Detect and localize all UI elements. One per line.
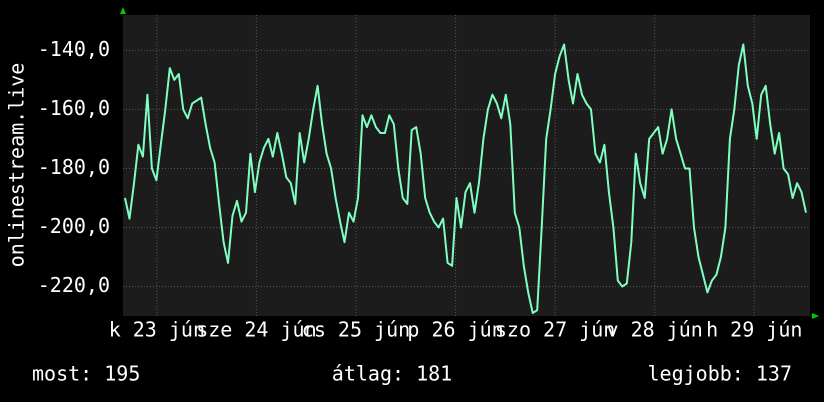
y-axis-label: onlinestream.live <box>5 63 29 268</box>
x-tick-label: h 29 jún <box>706 318 802 342</box>
y-tick-label: -140,0 <box>38 37 110 61</box>
x-tick-label: cs 25 jún <box>302 318 410 342</box>
x-tick-label: p 26 jún <box>407 318 503 342</box>
x-tick-label: v 28 jún <box>607 318 703 342</box>
x-tick-label: sze 24 jún <box>196 318 316 342</box>
stat-now: most: 195 <box>32 362 140 386</box>
stat-average: átlag: 181 <box>332 362 452 386</box>
x-tick-label: szo 27 jún <box>495 318 615 342</box>
data-line <box>124 43 807 314</box>
x-axis-arrow <box>812 313 819 319</box>
plot-area <box>123 15 810 316</box>
y-tick-label: -200,0 <box>38 214 110 238</box>
stat-best: legjobb: 137 <box>648 362 793 386</box>
y-axis-arrow <box>120 7 126 14</box>
y-tick-label: -160,0 <box>38 96 110 120</box>
y-tick-label: -180,0 <box>38 155 110 179</box>
y-tick-label: -220,0 <box>38 273 110 297</box>
x-tick-label: k 23 jún <box>109 318 205 342</box>
